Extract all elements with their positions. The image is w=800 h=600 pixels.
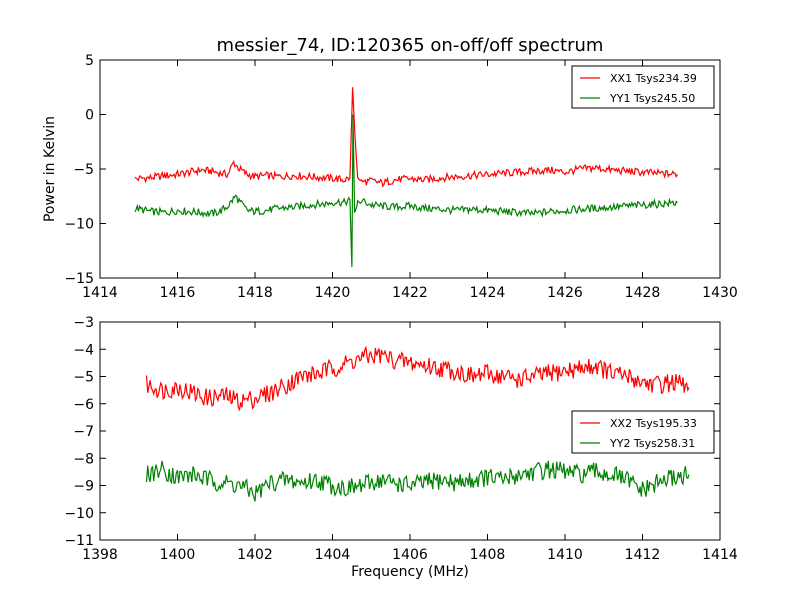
x-tick-label: 1404 (315, 547, 351, 563)
chart-title: messier_74, ID:120365 on-off/off spectru… (216, 35, 604, 56)
x-axis-label: Frequency (MHz) (351, 564, 469, 580)
x-tick-label: 1414 (702, 547, 738, 563)
legend-entry: YY2 Tsys258.31 (609, 437, 695, 450)
y-tick-label: −4 (73, 342, 94, 358)
y-axis-label: Power in Kelvin (42, 116, 58, 222)
y-tick-label: −5 (73, 370, 94, 386)
y-tick-label: −11 (64, 533, 94, 549)
series-line-1-1 (134, 87, 678, 188)
y-tick-label: −10 (64, 506, 94, 522)
x-tick-label: 1422 (392, 285, 428, 301)
x-tick-label: 1410 (547, 547, 583, 563)
legend-entry: XX2 Tsys195.33 (610, 417, 697, 430)
y-tick-label: −7 (73, 424, 94, 440)
x-tick-label: 1402 (237, 547, 273, 563)
panel-1: 1414 1416 1418 1420 1422 1424 1426 1428 1430 5 0 −5… (42, 53, 738, 301)
legend-2: XX2 Tsys195.33 YY2 Tsys258.31 (571, 410, 715, 454)
y-tick-label: −5 (73, 162, 94, 178)
x-tick-label: 1430 (702, 285, 738, 301)
x-tick-label: 1406 (392, 547, 428, 563)
x-tick-label: 1424 (470, 285, 506, 301)
legend-box (571, 65, 715, 109)
y-tick-label: −6 (73, 397, 94, 413)
x-tick-label: 1414 (82, 285, 118, 301)
y-tick-label: −9 (73, 479, 94, 495)
panel-2: 1398 1400 1402 1404 1406 1408 1410 1412 1414 −3 −4… (64, 315, 737, 580)
x-tick-label: 1420 (315, 285, 351, 301)
x-tick-label: 1398 (82, 547, 118, 563)
series-line-1-2 (134, 114, 678, 268)
legend-1: XX1 Tsys234.39 YY1 Tsys245.50 (571, 65, 715, 109)
series-line-2-2 (145, 460, 690, 502)
legend-entry: YY1 Tsys245.50 (609, 92, 695, 105)
legend-entry: XX1 Tsys234.39 (610, 72, 697, 85)
series-line-2-1 (145, 345, 690, 412)
y-tick-label: 0 (85, 108, 94, 124)
y-tick-label: −8 (73, 451, 94, 467)
x-tick-label: 1416 (160, 285, 196, 301)
x-tick-label: 1418 (237, 285, 273, 301)
x-tick-label: 1400 (160, 547, 196, 563)
y-tick-label: −15 (64, 271, 94, 287)
y-tick-label: −3 (73, 315, 94, 331)
y-tick-label: −10 (64, 217, 94, 233)
y-tick-label: 5 (85, 53, 94, 69)
x-tick-label: 1426 (547, 285, 583, 301)
x-tick-label: 1412 (625, 547, 661, 563)
x-tick-label: 1428 (625, 285, 661, 301)
legend-box (571, 410, 715, 454)
x-tick-label: 1408 (470, 547, 506, 563)
